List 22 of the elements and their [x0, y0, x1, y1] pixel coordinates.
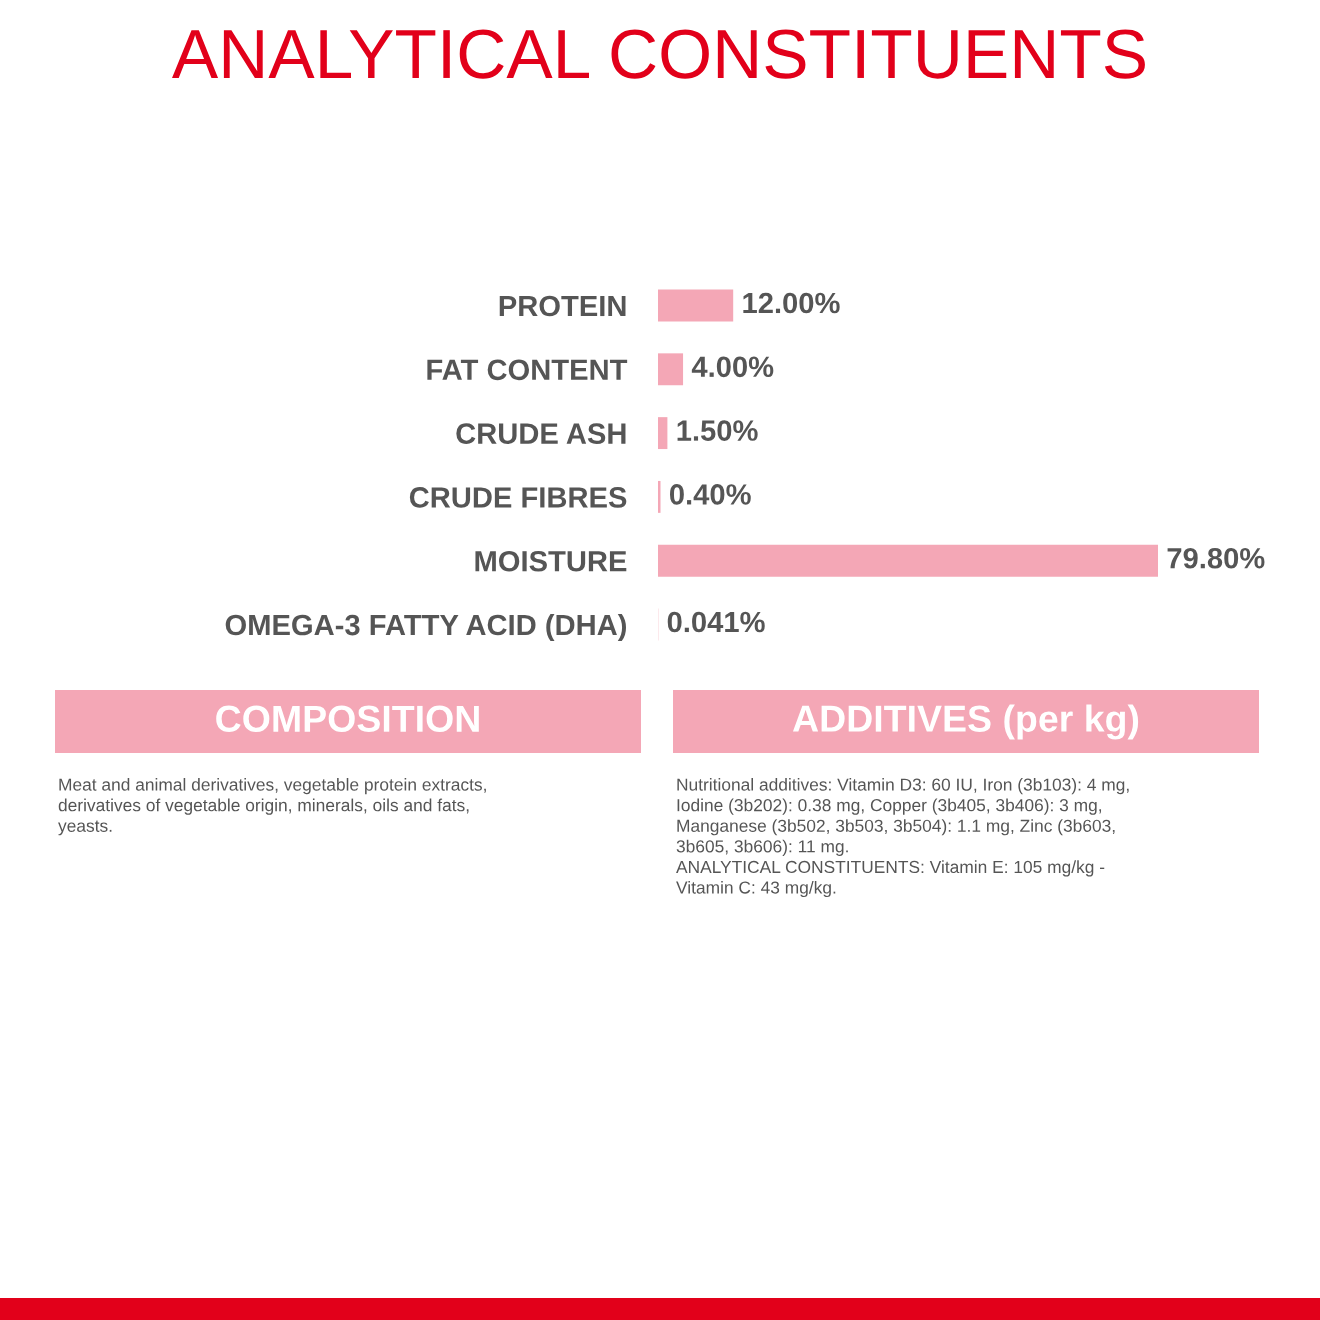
text: Nutritional additives: Vitamin D3: 60 IU, Iron (3b103): 4 mg, Iodine (3b202): 0.38 mg, Copper (3b405, 3b406): 3 mg, Manganese (3b502, 3b503, 3b504): 1.1 mg, Zinc (3b603, 3b605, 3b606): 11 mg. ANALYTICAL CONSTITUENTS: Vitamin E: 105 mg/kg - Vitamin C: 43 mg/kg. — [676, 778, 1129, 898]
bar — [658, 289, 734, 322]
y-tick-label: CRUDE FIBRES — [409, 487, 627, 508]
data-label: 12.00% — [743, 292, 840, 314]
data-label: 1.50% — [677, 420, 758, 441]
bar — [658, 480, 661, 513]
y-tick-label: FAT CONTENT — [427, 359, 628, 381]
bar — [658, 353, 684, 386]
y-tick-label: OMEGA-3 FATTY ACID (DHA) — [225, 613, 626, 642]
chart-title: ANALYTICAL CONSTITUENTS — [172, 29, 1145, 79]
y-tick-label: PROTEIN — [499, 295, 626, 317]
data-label: 4.00% — [691, 356, 774, 378]
data-label: 0.041% — [667, 611, 765, 633]
text: COMPOSITION — [216, 705, 479, 733]
text: Meat and animal derivatives, vegetable protein extracts, derivatives of vegetable origin, minerals, oils and fats, yeasts. — [58, 778, 486, 836]
data-label: 79.80% — [1167, 547, 1265, 569]
bar — [658, 544, 1158, 577]
y-tick-label: CRUDE ASH — [456, 423, 626, 444]
bar — [658, 417, 668, 450]
text: ADDITIVES (per kg) — [792, 704, 1139, 740]
y-tick-label: MOISTURE — [475, 550, 627, 572]
data-label: 0.40% — [669, 484, 751, 505]
